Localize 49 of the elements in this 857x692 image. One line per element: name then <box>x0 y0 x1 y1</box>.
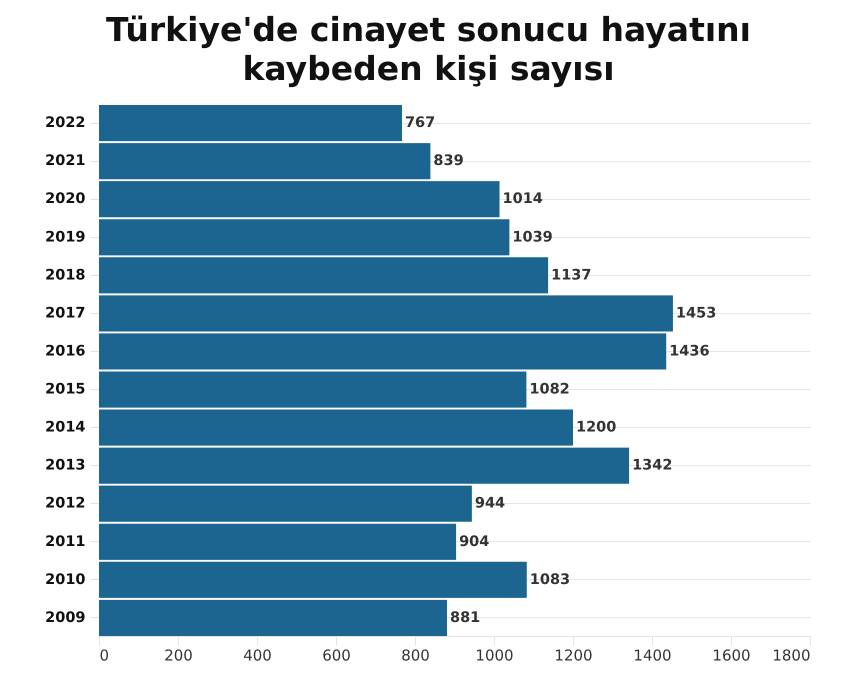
data-label: 944 <box>474 496 506 512</box>
data-label: 1082 <box>529 382 570 398</box>
bar <box>99 448 630 484</box>
data-label: 1200 <box>576 420 616 436</box>
x-tick-label: 200 <box>164 646 193 664</box>
y-tick-label: 2017 <box>45 305 86 322</box>
y-tick-label: 2012 <box>45 496 86 512</box>
data-label: 767 <box>404 115 436 132</box>
x-tick-label: 600 <box>322 646 351 664</box>
data-label: 1014 <box>502 191 543 208</box>
x-tick-label: 800 <box>401 646 430 664</box>
x-tick-label: 0 <box>100 646 110 664</box>
data-label: 881 <box>450 610 480 626</box>
data-label: 839 <box>433 153 464 170</box>
y-tick-label: 2009 <box>45 610 86 626</box>
bar <box>99 562 527 598</box>
bar <box>99 105 402 142</box>
y-tick-label: 2011 <box>45 534 86 550</box>
y-tick-label: 2018 <box>45 267 86 284</box>
data-label: 1083 <box>530 572 570 588</box>
y-tick-label: 2019 <box>45 229 86 246</box>
y-tick-label: 2021 <box>45 153 86 170</box>
bar <box>99 333 666 370</box>
bar <box>99 410 573 446</box>
data-label: 1039 <box>512 229 553 246</box>
data-label: 1137 <box>551 267 592 284</box>
chart-title: Türkiye'de cinayet sonucu hayatını kaybeden kişi sayısı <box>106 10 751 88</box>
x-tick-label: 1200 <box>554 646 593 664</box>
bar <box>99 371 526 408</box>
bar <box>99 257 548 294</box>
y-tick-label: 2014 <box>45 420 86 436</box>
bar <box>99 295 673 332</box>
y-tick-label: 2016 <box>45 343 86 360</box>
data-label: 1342 <box>632 458 672 474</box>
x-tick-label: 400 <box>243 646 272 664</box>
y-tick-label: 2010 <box>45 572 86 588</box>
x-tick-label: 1400 <box>633 646 672 664</box>
y-tick-label: 2022 <box>45 115 86 132</box>
data-label: 904 <box>459 534 490 550</box>
x-tick-label: 1600 <box>712 646 751 664</box>
x-tick-label: 1800 <box>772 646 810 664</box>
y-tick-label: 2020 <box>45 191 86 208</box>
bar <box>99 143 430 180</box>
y-tick-label: 2013 <box>45 458 86 474</box>
x-tick-label: 1000 <box>475 646 514 664</box>
data-label: 1436 <box>669 343 710 360</box>
data-label: 1453 <box>676 305 716 322</box>
y-tick-label: 2015 <box>45 382 86 398</box>
bar <box>99 600 447 636</box>
